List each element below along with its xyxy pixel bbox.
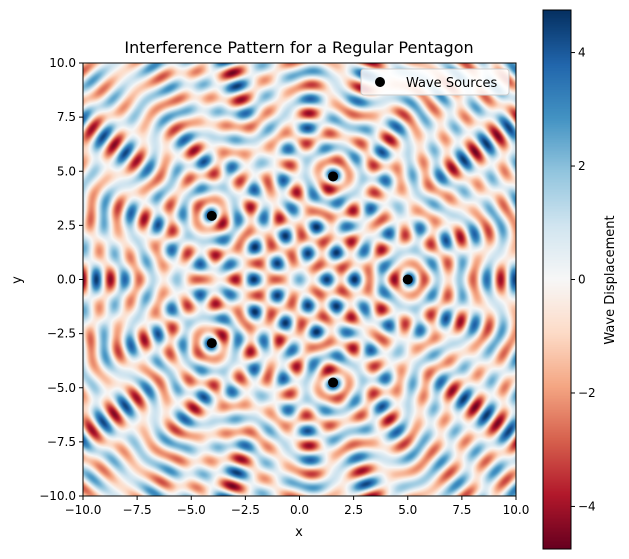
colorbar-tick-label: 4 — [578, 46, 586, 60]
y-tick-label: 10.0 — [49, 56, 76, 70]
wave-source-point — [328, 171, 339, 182]
colorbar-label: Wave Displacement — [603, 215, 618, 344]
x-tick-label: 5.0 — [398, 503, 417, 517]
x-tick-label: 0.0 — [290, 503, 309, 517]
wave-source-point — [206, 338, 217, 349]
y-tick-label: −7.5 — [47, 435, 76, 449]
wave-source-point — [328, 377, 339, 388]
colorbar-tick-label: −2 — [578, 386, 596, 400]
y-tick-label: −2.5 — [47, 327, 76, 341]
y-axis-label: y — [10, 276, 25, 284]
wave-source-point — [402, 274, 413, 285]
y-tick-label: 5.0 — [57, 164, 76, 178]
x-tick-label: −2.5 — [231, 503, 260, 517]
chart-title: Interference Pattern for a Regular Penta… — [124, 38, 473, 57]
colorbar-tick-label: −4 — [578, 499, 596, 513]
colorbar-axis: 4 2 0 −2 −4 — [571, 46, 596, 513]
y-tick-label: −5.0 — [47, 381, 76, 395]
colorbar-tick-label: 0 — [578, 273, 586, 287]
x-tick-label: −7.5 — [123, 503, 152, 517]
x-axis: −10.0 −7.5 −5.0 −2.5 0.0 2.5 5.0 7.5 10.0 — [65, 496, 530, 517]
legend-marker — [375, 77, 385, 87]
x-tick-label: 7.5 — [452, 503, 471, 517]
y-tick-label: 2.5 — [57, 218, 76, 232]
y-tick-label: −10.0 — [39, 489, 76, 503]
colorbar-gradient — [543, 10, 571, 549]
y-axis: 10.0 7.5 5.0 2.5 0.0 −2.5 −5.0 −7.5 −10.0 — [39, 56, 83, 503]
y-tick-label: 7.5 — [57, 110, 76, 124]
colorbar-frame — [542, 9, 572, 550]
legend-label: Wave Sources — [406, 76, 497, 91]
x-tick-label: −5.0 — [177, 503, 206, 517]
y-tick-label: 0.0 — [57, 273, 76, 287]
legend-box — [360, 68, 510, 96]
x-tick-label: −10.0 — [65, 503, 102, 517]
wave-sources-series — [206, 171, 413, 388]
colorbar-tick-label: 2 — [578, 159, 586, 173]
x-tick-label: 2.5 — [344, 503, 363, 517]
interference-heatmap — [83, 63, 516, 496]
wave-source-point — [206, 210, 217, 221]
x-axis-label: x — [295, 525, 303, 540]
x-tick-label: 10.0 — [503, 503, 530, 517]
plot-frame — [82, 62, 517, 497]
legend: Wave Sources — [360, 68, 510, 96]
